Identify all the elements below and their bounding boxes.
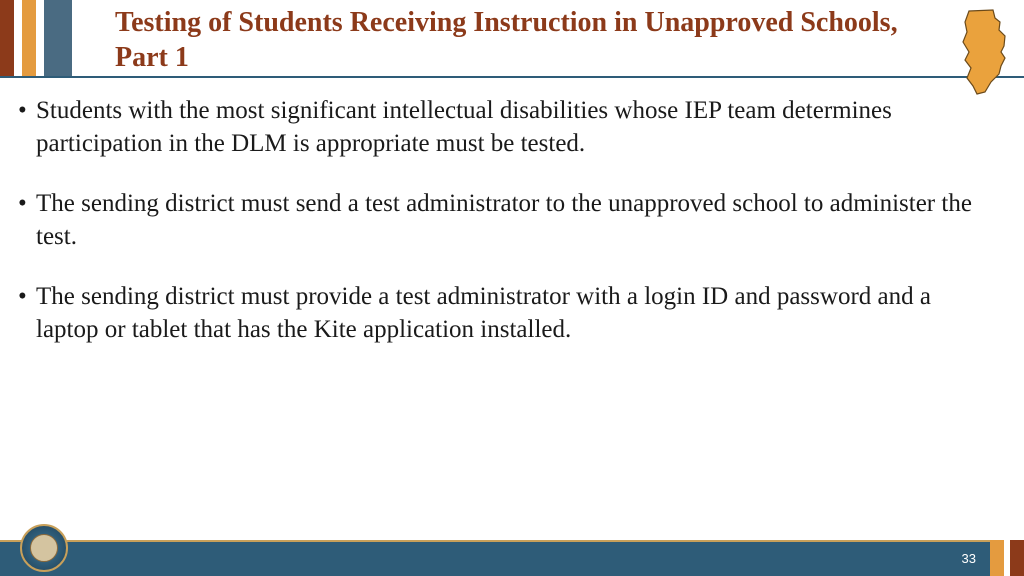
bottom-band-decoration xyxy=(0,540,1024,576)
page-number: 33 xyxy=(962,551,976,566)
state-seal-icon xyxy=(20,524,68,572)
title-underline xyxy=(0,76,1024,78)
slide-title: Testing of Students Receiving Instructio… xyxy=(115,5,944,75)
slide-body: Students with the most significant intel… xyxy=(18,95,994,374)
bullet-item: The sending district must provide a test… xyxy=(18,281,994,346)
nj-state-icon xyxy=(955,8,1010,98)
bullet-item: The sending district must send a test ad… xyxy=(18,188,994,253)
bullet-item: Students with the most significant intel… xyxy=(18,95,994,160)
